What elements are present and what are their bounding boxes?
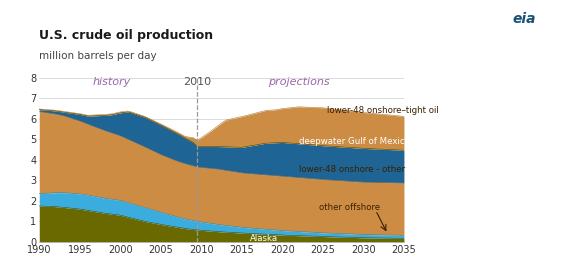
Text: history: history <box>93 77 131 87</box>
Text: projections: projections <box>268 77 329 87</box>
Text: U.S. crude oil production: U.S. crude oil production <box>39 29 213 42</box>
Text: deepwater Gulf of Mexico: deepwater Gulf of Mexico <box>298 137 410 146</box>
Text: lower-48 onshore–tight oil: lower-48 onshore–tight oil <box>327 106 439 115</box>
Text: 2010: 2010 <box>183 77 211 87</box>
Text: Alaska: Alaska <box>250 234 278 243</box>
Text: million barrels per day: million barrels per day <box>39 51 157 61</box>
Text: eia: eia <box>513 13 536 26</box>
Text: lower-48 onshore - other: lower-48 onshore - other <box>298 165 404 173</box>
Text: other offshore: other offshore <box>319 202 380 212</box>
